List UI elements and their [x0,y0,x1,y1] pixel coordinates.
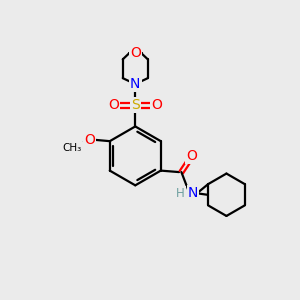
Text: O: O [108,98,119,112]
Text: O: O [151,98,162,112]
Text: N: N [130,77,140,91]
Text: S: S [131,98,140,112]
Text: H: H [176,187,184,200]
Text: O: O [130,46,141,60]
Text: O: O [84,133,95,147]
Text: N: N [188,186,198,200]
Text: CH₃: CH₃ [62,143,82,153]
Text: O: O [186,149,197,163]
